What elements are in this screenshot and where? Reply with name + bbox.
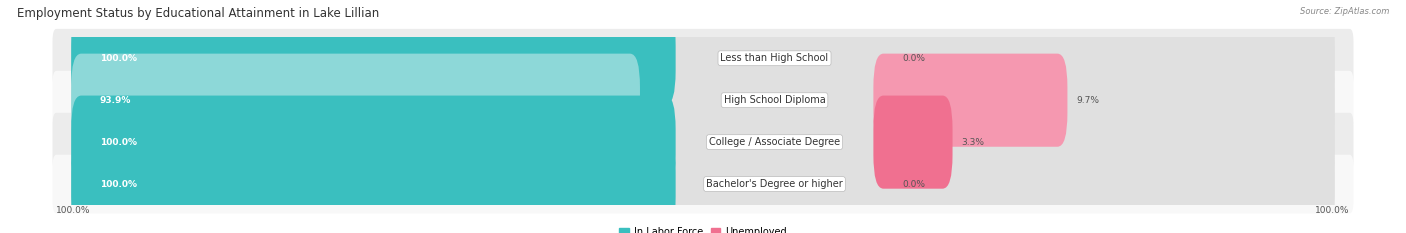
FancyBboxPatch shape [72,137,676,231]
Text: College / Associate Degree: College / Associate Degree [709,137,839,147]
Text: 93.9%: 93.9% [100,96,131,105]
FancyBboxPatch shape [52,71,1354,130]
FancyBboxPatch shape [72,54,1334,147]
Text: 3.3%: 3.3% [962,138,984,147]
Text: 100.0%: 100.0% [56,206,91,215]
Text: 100.0%: 100.0% [100,138,136,147]
FancyBboxPatch shape [873,54,1067,147]
FancyBboxPatch shape [72,12,1334,105]
Text: Bachelor's Degree or higher: Bachelor's Degree or higher [706,179,842,189]
Text: 100.0%: 100.0% [100,180,136,188]
Text: Source: ZipAtlas.com: Source: ZipAtlas.com [1299,7,1389,16]
FancyBboxPatch shape [72,96,676,189]
Text: 100.0%: 100.0% [1315,206,1350,215]
Legend: In Labor Force, Unemployed: In Labor Force, Unemployed [616,223,790,233]
FancyBboxPatch shape [72,96,1334,189]
FancyBboxPatch shape [72,137,1334,231]
FancyBboxPatch shape [52,113,1354,171]
Text: 0.0%: 0.0% [903,180,925,188]
Text: Less than High School: Less than High School [720,53,828,63]
FancyBboxPatch shape [52,155,1354,213]
FancyBboxPatch shape [72,54,640,147]
Text: High School Diploma: High School Diploma [724,95,825,105]
FancyBboxPatch shape [72,12,676,105]
Text: 100.0%: 100.0% [100,54,136,63]
Text: 9.7%: 9.7% [1076,96,1099,105]
FancyBboxPatch shape [873,96,952,189]
Text: Employment Status by Educational Attainment in Lake Lillian: Employment Status by Educational Attainm… [17,7,380,20]
Text: 0.0%: 0.0% [903,54,925,63]
FancyBboxPatch shape [52,29,1354,88]
